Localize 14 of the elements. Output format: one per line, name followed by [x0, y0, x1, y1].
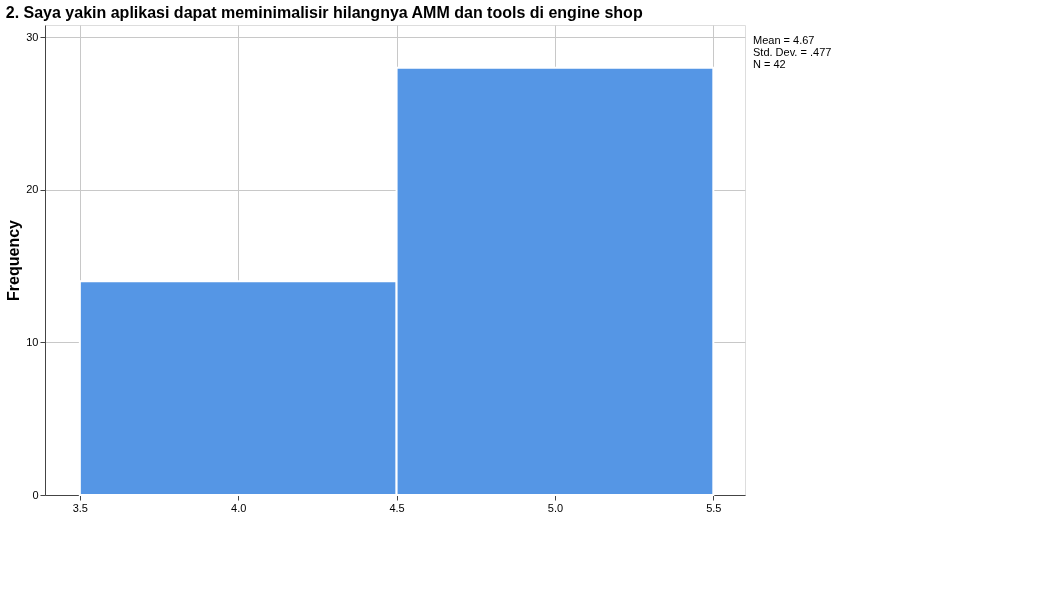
- text: Std. Dev. = .477: [753, 46, 832, 58]
- chart-title: 2. Saya yakin aplikasi dapat meminimalisir hilangnya AMM dan tools di engine shop: [5, 4, 643, 21]
- x-tick-label: 5.5: [706, 501, 722, 514]
- text: N = 42: [753, 58, 786, 70]
- x-tick-label: 3.5: [72, 501, 88, 514]
- y-tick-label: 10: [26, 335, 39, 348]
- y-tick-label: 30: [26, 30, 39, 43]
- x-tick-label: 4.0: [231, 501, 247, 514]
- x-tick-label: 4.5: [389, 501, 405, 514]
- x-tick-label: 5.0: [547, 501, 564, 514]
- y-tick-label: 20: [26, 183, 39, 196]
- text: Mean = 4.67: [753, 34, 815, 46]
- y-axis-title: Frequency: [5, 219, 23, 301]
- y-tick-label: 0: [32, 488, 39, 501]
